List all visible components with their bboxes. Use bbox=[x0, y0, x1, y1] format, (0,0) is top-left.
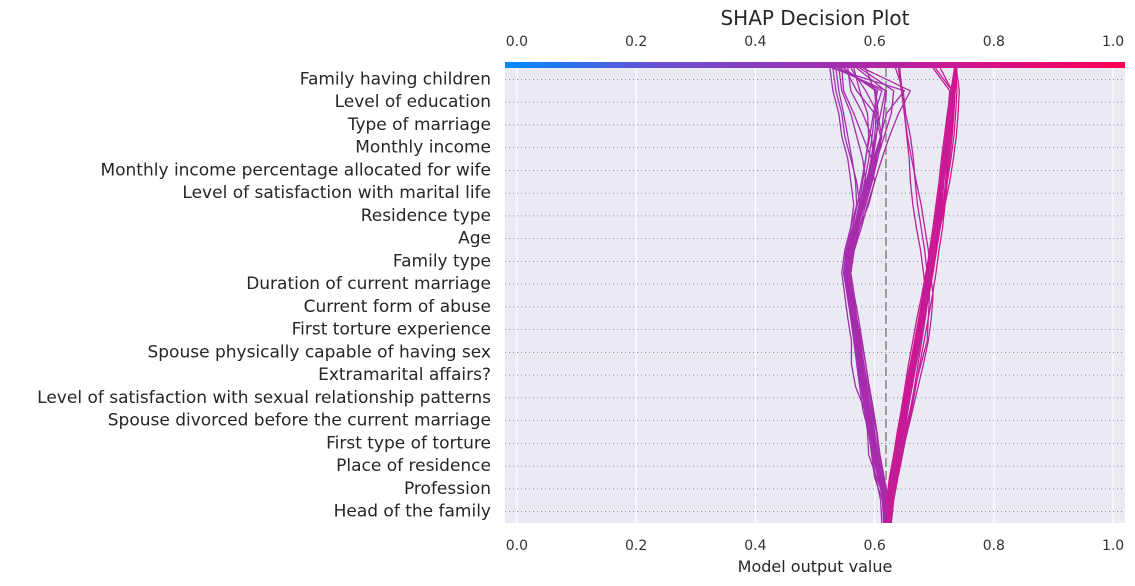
feature-labels: Family having children Level of education… bbox=[37, 69, 491, 521]
bottom-tick-label-2: 0.4 bbox=[744, 538, 766, 554]
decision-path-14 bbox=[850, 68, 912, 523]
feature-label-18: Profession bbox=[404, 479, 491, 499]
feature-label-15: Spouse divorced before the current marri… bbox=[108, 411, 491, 431]
feature-label-1: Level of education bbox=[335, 92, 491, 112]
feature-label-19: Head of the family bbox=[334, 502, 491, 522]
decision-paths bbox=[829, 68, 960, 523]
decision-path-35 bbox=[889, 68, 953, 523]
top-tick-label-3: 0.6 bbox=[863, 34, 885, 50]
decision-path-0 bbox=[829, 68, 888, 523]
x-axis-label: Model output value bbox=[738, 557, 893, 576]
chart-title: SHAP Decision Plot bbox=[720, 6, 909, 30]
decision-path-33 bbox=[888, 68, 934, 523]
feature-label-14: Level of satisfaction with sexual relati… bbox=[37, 388, 491, 408]
feature-label-4: Monthly income percentage allocated for … bbox=[100, 160, 491, 180]
feature-gridlines bbox=[505, 78, 1125, 513]
feature-label-5: Level of satisfaction with marital life bbox=[182, 183, 491, 203]
feature-label-10: Current form of abuse bbox=[304, 297, 491, 317]
feature-label-3: Monthly income bbox=[355, 138, 491, 158]
feature-label-12: Spouse physically capable of having sex bbox=[147, 342, 491, 362]
top-tick-label-0: 0.0 bbox=[506, 34, 528, 50]
colorbar bbox=[505, 62, 1125, 68]
bottom-tick-label-3: 0.6 bbox=[863, 538, 885, 554]
decision-path-32 bbox=[887, 68, 931, 523]
feature-label-0: Family having children bbox=[300, 69, 491, 89]
feature-label-13: Extramarital affairs? bbox=[318, 365, 491, 385]
plot-background bbox=[505, 68, 1125, 523]
bottom-axis: 0.0 0.2 0.4 0.6 0.8 1.0 bbox=[506, 538, 1124, 554]
bottom-tick-label-1: 0.2 bbox=[625, 538, 647, 554]
decision-path-37 bbox=[887, 68, 951, 523]
decision-path-17 bbox=[846, 68, 886, 523]
top-tick-label-1: 0.2 bbox=[625, 34, 647, 50]
feature-label-16: First type of torture bbox=[326, 433, 491, 453]
bottom-tick-label-0: 0.0 bbox=[506, 538, 528, 554]
feature-label-8: Family type bbox=[393, 251, 491, 271]
decision-path-15 bbox=[839, 68, 888, 523]
feature-label-7: Age bbox=[458, 229, 491, 249]
bottom-tick-label-5: 1.0 bbox=[1102, 538, 1124, 554]
decision-path-13 bbox=[837, 68, 886, 523]
top-axis: 0.0 0.2 0.4 0.6 0.8 1.0 bbox=[506, 34, 1124, 50]
top-tick-label-2: 0.4 bbox=[744, 34, 766, 50]
feature-label-11: First torture experience bbox=[292, 320, 491, 340]
top-tick-label-4: 0.8 bbox=[983, 34, 1005, 50]
feature-label-17: Place of residence bbox=[336, 456, 491, 476]
feature-label-6: Residence type bbox=[361, 206, 491, 226]
top-tick-label-5: 1.0 bbox=[1102, 34, 1124, 50]
feature-label-9: Duration of current marriage bbox=[246, 274, 491, 294]
feature-label-2: Type of marriage bbox=[347, 115, 491, 135]
bottom-tick-label-4: 0.8 bbox=[983, 538, 1005, 554]
decision-path-36 bbox=[886, 68, 953, 523]
